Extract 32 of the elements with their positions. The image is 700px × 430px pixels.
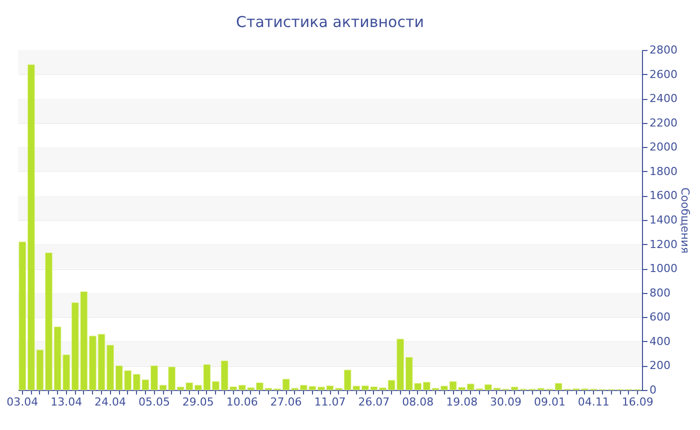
- x-tick-label: 05.05: [138, 396, 170, 408]
- y-tick-label: 2200: [650, 116, 678, 130]
- x-tick-label: 27.06: [270, 396, 302, 408]
- y-tick-label: 800: [650, 286, 670, 300]
- x-tick-label: 29.05: [182, 396, 214, 408]
- y-tick-label: 200: [650, 359, 670, 372]
- y-tick-label: 0: [650, 384, 656, 396]
- y-tick-label: 1400: [650, 214, 678, 226]
- x-tick-label: 13.04: [50, 396, 82, 408]
- x-tick-label: 09.01: [534, 396, 566, 408]
- y-tick-label: 2000: [650, 140, 678, 154]
- y-axis-title: Сообщения: [678, 187, 692, 254]
- y-tick-label: 2600: [650, 68, 678, 81]
- chart-title: Статистика активности: [236, 13, 424, 31]
- y-tick-label: 1600: [650, 189, 678, 202]
- y-tick-label: 1000: [650, 262, 678, 276]
- x-tick-label: 26.07: [358, 396, 390, 408]
- x-tick-label: 11.07: [314, 396, 346, 408]
- x-tick-label: 10.06: [226, 396, 258, 408]
- x-tick-label: 04.11: [578, 396, 610, 408]
- y-tick-label: 1800: [650, 164, 678, 178]
- y-tick-label: 600: [650, 310, 670, 324]
- x-tick-label: 03.04: [6, 396, 38, 408]
- y-tick-label: 2400: [650, 92, 678, 106]
- x-tick-label: 16.09: [622, 396, 654, 408]
- y-tick-label: 400: [650, 334, 670, 348]
- x-tick-label: 30.09: [490, 396, 522, 408]
- y-tick-label: 1200: [650, 238, 678, 251]
- x-tick-label: 08.08: [402, 396, 434, 408]
- y-tick-label: 2800: [650, 44, 678, 56]
- x-tick-label: 24.04: [94, 396, 126, 408]
- x-tick-label: 19.08: [446, 396, 478, 408]
